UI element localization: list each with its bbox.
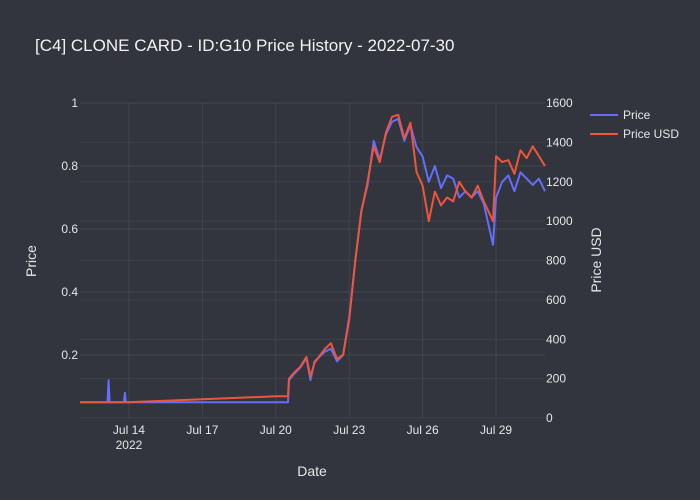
- legend-label: Price: [623, 108, 651, 122]
- y-tick-label-right: 800: [546, 254, 566, 268]
- chart-title: [C4] CLONE CARD - ID:G10 Price History -…: [35, 36, 454, 55]
- y-tick-label-left: 0.4: [61, 285, 78, 299]
- y-tick-label-right: 1200: [546, 175, 573, 189]
- x-tick-label: 2022: [116, 438, 143, 452]
- x-tick-label: Jul 23: [333, 423, 365, 437]
- y-tick-label-right: 0: [546, 411, 553, 425]
- x-axis-label: Date: [297, 463, 327, 479]
- x-tick-label: Jul 29: [480, 423, 512, 437]
- x-tick-label: Jul 14: [113, 423, 145, 437]
- x-tick-label: Jul 26: [407, 423, 439, 437]
- y-tick-label-right: 1600: [546, 96, 573, 110]
- y-tick-label-left: 0.8: [61, 159, 78, 173]
- axis-ticks: 1 0.8 0.6 0.4 0.2 1600 1400 1200 1000 800 600 400 20…: [61, 96, 573, 452]
- y-tick-label-right: 200: [546, 372, 566, 386]
- y-tick-label-right: 1000: [546, 214, 573, 228]
- y-tick-label-left: 0.2: [61, 348, 78, 362]
- legend-item-price-usd[interactable]: Price USD: [590, 127, 679, 141]
- legend[interactable]: Price Price USD: [590, 108, 679, 141]
- legend-label: Price USD: [623, 127, 679, 141]
- x-tick-label: Jul 20: [260, 423, 292, 437]
- y-tick-label-left: 1: [71, 96, 78, 110]
- series-line-price-usd[interactable]: [80, 113, 546, 404]
- y-axis-label-left: Price: [23, 245, 39, 277]
- y-tick-label-right: 600: [546, 293, 566, 307]
- y-axis-label-right: Price USD: [588, 227, 604, 292]
- y-tick-label-right: 400: [546, 332, 566, 346]
- legend-item-price[interactable]: Price: [590, 108, 651, 122]
- series-lines: [80, 113, 546, 404]
- y-tick-label-left: 0.6: [61, 222, 78, 236]
- x-tick-label: Jul 17: [186, 423, 218, 437]
- y-tick-label-right: 1400: [546, 135, 573, 149]
